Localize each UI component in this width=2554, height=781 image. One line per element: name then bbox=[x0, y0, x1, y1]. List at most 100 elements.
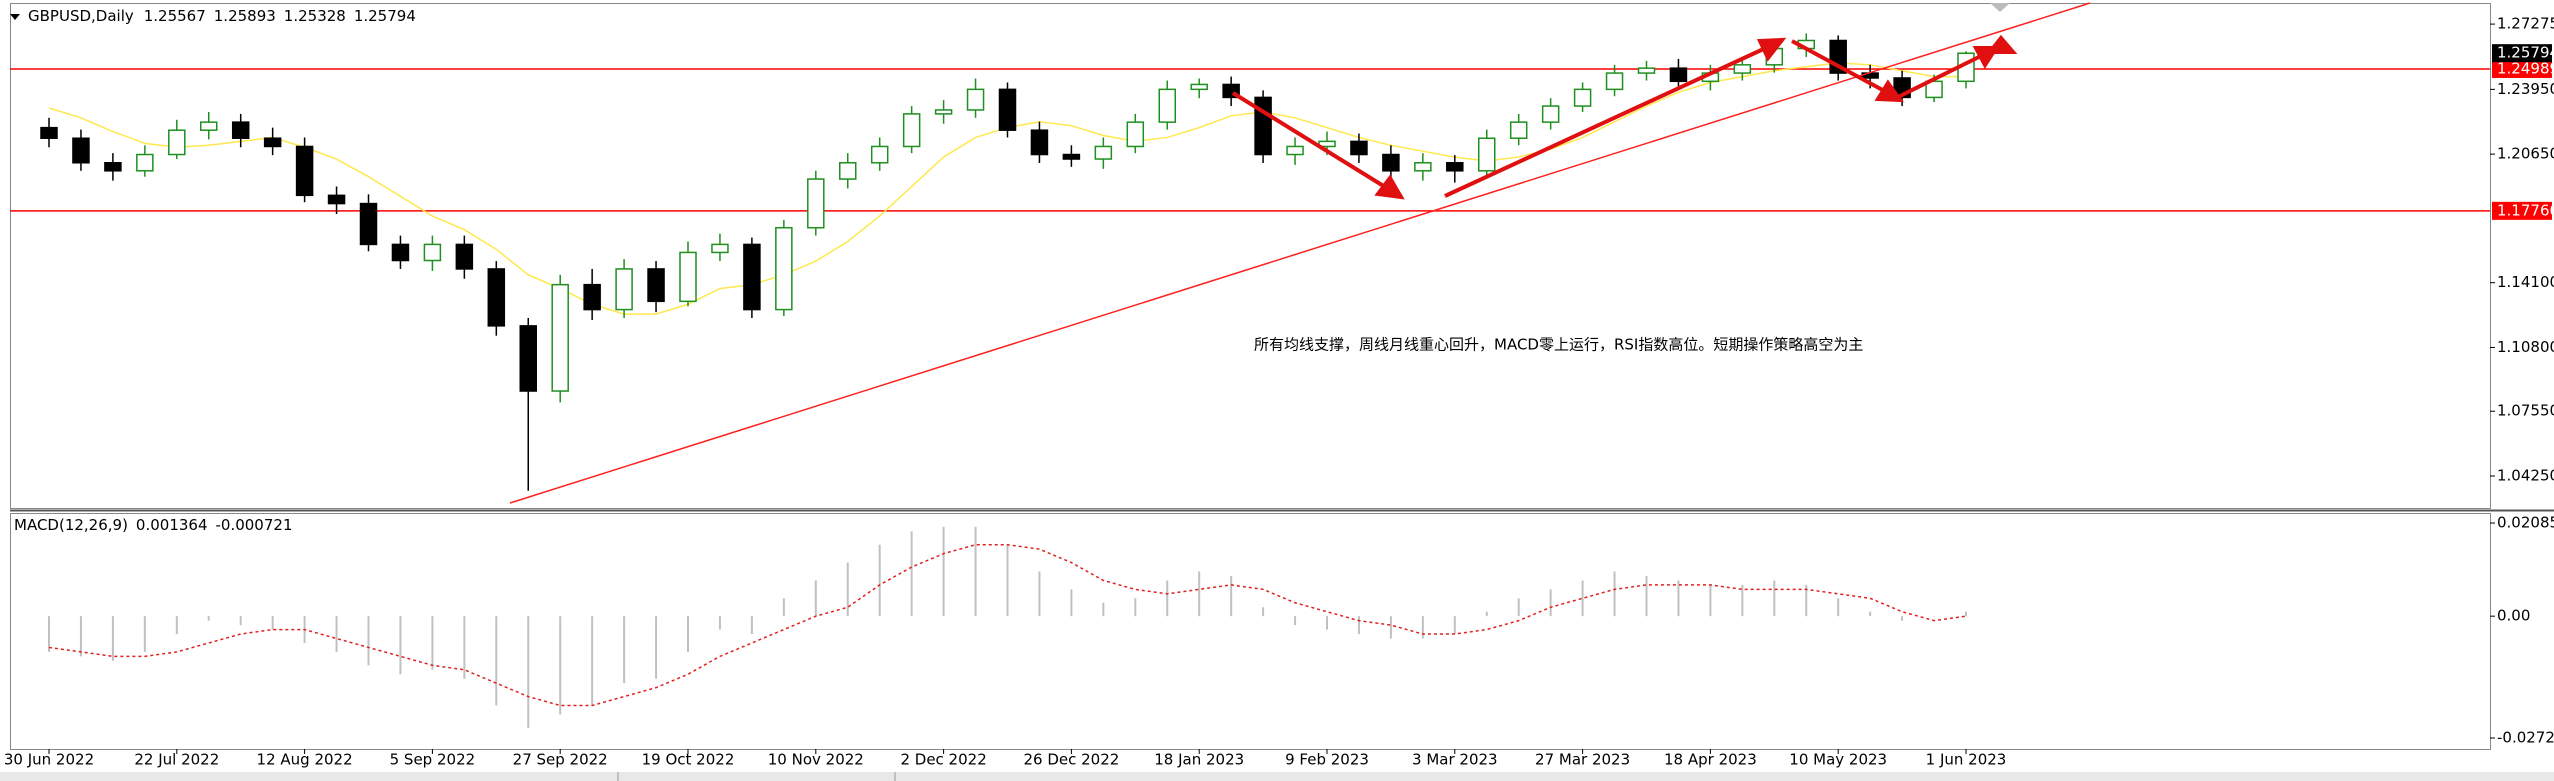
candle-body bbox=[807, 178, 825, 229]
candle-body bbox=[200, 121, 218, 131]
x-tick-label: 26 Dec 2022 bbox=[1023, 751, 1119, 769]
candle-body bbox=[295, 145, 314, 197]
candle-body bbox=[1126, 121, 1145, 148]
macd-bar bbox=[655, 616, 658, 679]
arrow bbox=[1791, 39, 1891, 96]
y2-tick-label: 0.00 bbox=[2497, 607, 2530, 625]
candle-body bbox=[998, 88, 1017, 131]
macd-bar bbox=[1421, 616, 1424, 639]
macd-bar bbox=[1262, 607, 1265, 617]
macd-bar bbox=[335, 616, 338, 652]
macd-bar bbox=[48, 616, 50, 652]
macd-bar bbox=[463, 616, 466, 679]
candle-body bbox=[359, 202, 378, 246]
macd-header: MACD(12,26,9) 0.001364 -0.000721 bbox=[14, 516, 293, 534]
arrow-head bbox=[1985, 34, 2018, 54]
macd-bar bbox=[367, 616, 370, 666]
candle-body bbox=[1158, 88, 1176, 123]
y-tick-label: 1.27275 bbox=[2497, 15, 2554, 33]
candle-body bbox=[775, 226, 793, 311]
macd-bar bbox=[1837, 598, 1840, 617]
macd-bar bbox=[942, 526, 945, 617]
candle-body bbox=[72, 137, 90, 164]
macd-bar bbox=[431, 616, 434, 670]
macd-bar bbox=[1741, 584, 1744, 617]
macd-bar bbox=[623, 616, 626, 684]
macd-readout: 0.001364 bbox=[136, 516, 208, 534]
macd-bar bbox=[1102, 602, 1105, 617]
macd-bar bbox=[1805, 584, 1808, 617]
y-tick-label: 1.20650 bbox=[2497, 145, 2554, 163]
macd-bar bbox=[718, 616, 721, 630]
candle-body bbox=[327, 194, 346, 205]
candle-body bbox=[136, 153, 154, 172]
candle-body bbox=[1605, 72, 1624, 91]
macd-bar bbox=[591, 616, 594, 706]
x-tick-label: 10 Nov 2022 bbox=[768, 751, 864, 769]
candle-body bbox=[1509, 121, 1528, 139]
candle-body bbox=[1541, 105, 1560, 123]
candle-body bbox=[519, 325, 537, 392]
macd-bar bbox=[814, 580, 817, 617]
candle-body bbox=[1573, 88, 1592, 107]
candle-body bbox=[615, 268, 633, 311]
x-tick-label: 18 Jan 2023 bbox=[1154, 751, 1244, 769]
x-tick-label: 12 Aug 2022 bbox=[257, 751, 353, 769]
macd-bar bbox=[1453, 616, 1456, 635]
macd-bar bbox=[1294, 616, 1297, 626]
y-tick-label: 1.10800 bbox=[2497, 338, 2554, 356]
macd-bar bbox=[399, 616, 402, 675]
last-price-label: 1.25794 bbox=[2497, 44, 2554, 62]
main-panel-frame bbox=[10, 3, 2491, 509]
macd-bar bbox=[974, 526, 977, 617]
y-tick-label: 1.23950 bbox=[2497, 80, 2554, 98]
macd-bar bbox=[1677, 580, 1680, 617]
macd-bar bbox=[1389, 616, 1392, 639]
level-label: 1.17760 bbox=[2497, 201, 2554, 219]
macd-bar bbox=[1933, 616, 1936, 617]
candle-body bbox=[104, 162, 122, 172]
candle-body bbox=[1382, 153, 1400, 172]
candle-body bbox=[966, 88, 985, 111]
candle-body bbox=[168, 129, 186, 156]
macd-bar bbox=[111, 616, 114, 661]
arrow bbox=[1444, 44, 1771, 198]
candle-body bbox=[934, 109, 953, 115]
trendline bbox=[509, 2, 2091, 504]
macd-bar bbox=[1773, 580, 1776, 617]
scroll-marker bbox=[1990, 3, 2010, 12]
x-tick-label: 1 Jun 2023 bbox=[1926, 751, 2007, 769]
x-tick-label: 27 Sep 2022 bbox=[513, 751, 608, 769]
macd-bar bbox=[1709, 584, 1712, 617]
x-tick-label: 3 Mar 2023 bbox=[1412, 751, 1498, 769]
candle-body bbox=[1414, 162, 1432, 172]
tab-strip bbox=[0, 772, 2554, 781]
x-tick-label: 22 Jul 2022 bbox=[134, 751, 219, 769]
candle-body bbox=[870, 145, 889, 164]
plot: 1.27275 1.23950 1.20650 1.14100 1.10800 1.075… bbox=[4, 15, 2554, 769]
candle-body bbox=[1190, 83, 1208, 91]
macd-bar bbox=[1326, 616, 1328, 630]
candle-body bbox=[231, 121, 250, 139]
candle-body bbox=[455, 243, 474, 270]
macd-bar bbox=[271, 616, 274, 630]
candle-body bbox=[40, 126, 58, 139]
x-tick-label: 30 Jun 2022 bbox=[4, 751, 94, 769]
y2-tick-label: 0.020856 bbox=[2497, 514, 2554, 532]
candle-body bbox=[263, 137, 282, 148]
macd-bar bbox=[1581, 580, 1584, 617]
candle-body bbox=[1254, 96, 1272, 156]
macd-bar bbox=[1645, 575, 1648, 617]
candle-body bbox=[1446, 162, 1464, 172]
x-tick-label: 5 Sep 2022 bbox=[390, 751, 476, 769]
arrow-head bbox=[1374, 174, 1405, 200]
arrow-head bbox=[1874, 79, 1904, 103]
candle-body bbox=[679, 251, 697, 303]
macd-bar bbox=[687, 616, 689, 652]
candle-body bbox=[1637, 67, 1656, 74]
candle-body bbox=[1733, 64, 1752, 74]
macd-bar bbox=[495, 616, 498, 706]
macd-bar bbox=[559, 616, 562, 715]
menu-triangle bbox=[10, 14, 20, 20]
macd-bar bbox=[79, 616, 82, 657]
